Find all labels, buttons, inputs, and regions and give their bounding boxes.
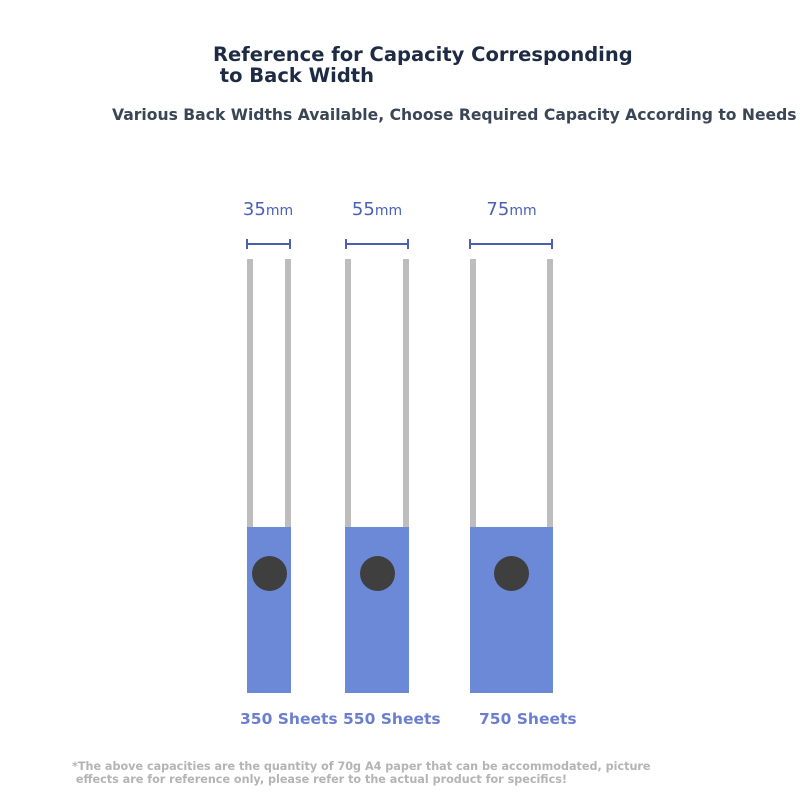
width-label: 75mm <box>470 199 553 222</box>
binder-spine <box>345 527 409 693</box>
width-bracket <box>469 239 553 249</box>
finger-hole <box>494 556 529 591</box>
width-unit: mm <box>509 203 537 219</box>
binder-left-edge <box>247 259 253 527</box>
width-label: 35mm <box>240 199 296 222</box>
binder-spine <box>247 527 291 693</box>
finger-hole <box>252 556 287 591</box>
width-value: 35 <box>242 199 266 220</box>
capacity-label: 350 Sheets <box>240 710 338 728</box>
binder-left-edge <box>345 259 351 527</box>
binder-spine <box>470 527 553 693</box>
width-value: 75 <box>486 199 510 220</box>
width-label: 55mm <box>345 199 409 222</box>
binder-right-edge <box>547 259 553 527</box>
page-title: Reference for Capacity Corresponding to … <box>213 43 633 87</box>
binder-right-edge <box>285 259 291 527</box>
capacity-label: 550 Sheets <box>343 710 441 728</box>
width-bracket <box>246 239 291 249</box>
finger-hole <box>360 556 395 591</box>
footnote: *The above capacities are the quantity o… <box>72 760 651 786</box>
width-unit: mm <box>265 203 294 219</box>
width-bracket <box>345 239 409 249</box>
width-value: 55 <box>351 199 375 220</box>
capacity-label: 750 Sheets <box>479 710 577 728</box>
binder-right-edge <box>403 259 409 527</box>
binder-left-edge <box>470 259 476 527</box>
width-unit: mm <box>374 203 403 219</box>
page-subtitle: Various Back Widths Available, Choose Re… <box>112 106 797 124</box>
